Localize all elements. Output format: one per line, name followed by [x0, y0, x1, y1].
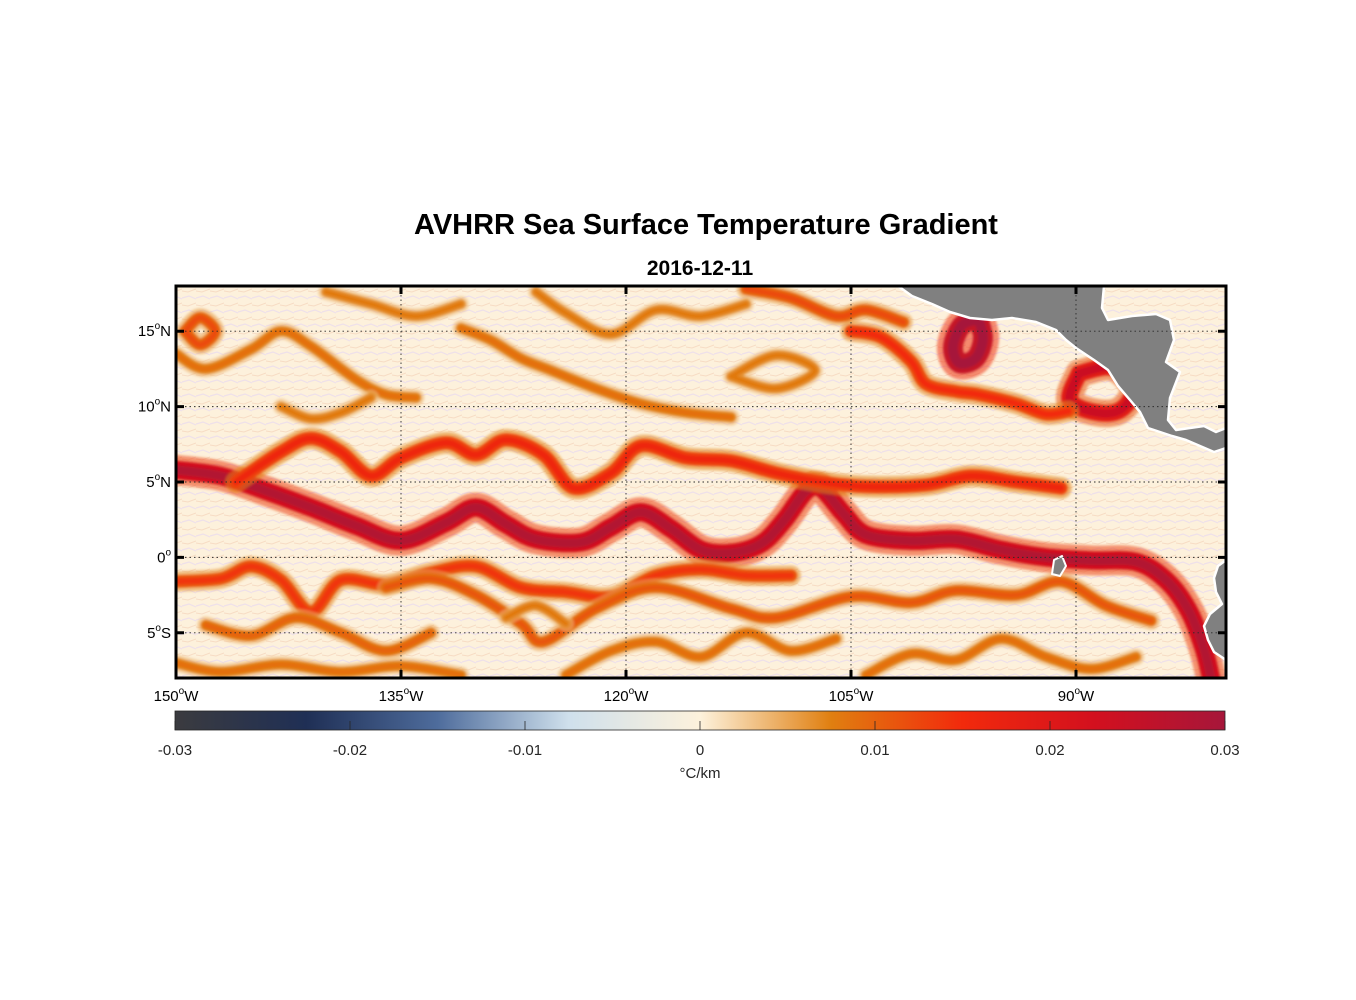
land-central-america [896, 286, 1226, 454]
lon-label-90W: 90oW [1058, 686, 1095, 705]
colorbar-tick-label: 0.01 [860, 742, 889, 759]
colorbar-tick-label: -0.01 [508, 742, 542, 759]
northern-front-e [323, 289, 464, 319]
northern-front-d [533, 289, 749, 337]
lat-label-10N: 10oN [138, 397, 171, 416]
eddy-ring [182, 314, 218, 348]
colorbar-unit-label: °C/km [680, 765, 721, 782]
southern-filament-d [863, 636, 1139, 678]
lat-label-0eq: 0o [157, 547, 171, 566]
colorbar-tick-label: 0.03 [1210, 742, 1239, 759]
colorbar-tick-label: -0.03 [158, 742, 192, 759]
coastal-jet [743, 286, 907, 326]
chart-subtitle: 2016-12-11 [647, 257, 754, 280]
land-galapagos [1051, 555, 1067, 577]
latitude-labels: 15oN 10oN 5oN 0o 5oS [138, 321, 172, 642]
chart-title: AVHRR Sea Surface Temperature Gradient [414, 209, 998, 241]
land-mask [896, 286, 1226, 662]
map-panel [176, 286, 1226, 678]
mid-ring [728, 352, 818, 392]
axis-ticks [174, 286, 1226, 678]
colorbar-tick-label: -0.02 [333, 742, 367, 759]
northern-front-b [458, 325, 734, 420]
southern-filament-b [176, 660, 464, 678]
gradient-fronts [176, 286, 1226, 678]
southern-filament-c [563, 630, 839, 678]
southern-filament-e [503, 603, 569, 627]
lon-label-120W: 120oW [604, 686, 650, 705]
colorbar-tick-label: 0.02 [1035, 742, 1064, 759]
lat-label-5N: 5oN [146, 472, 171, 491]
mexican-coastal-front [847, 327, 1072, 418]
southern-filament-a [203, 614, 434, 654]
south-equatorial-front [176, 562, 795, 615]
colorbar-ticks: -0.03 -0.02 -0.01 0 0.01 0.02 0.03 [158, 721, 1240, 759]
colorbar-tick-label: 0 [696, 742, 704, 759]
lat-label-5S: 5oS [147, 623, 171, 642]
northern-front-c [278, 395, 374, 422]
land-south-america [1202, 558, 1226, 662]
northern-front-a [176, 328, 419, 401]
north-equatorial-front [232, 434, 1065, 492]
lon-label-150W: 150oW [154, 686, 200, 705]
longitude-labels: 150oW 135oW 120oW 105oW 90oW [154, 686, 1095, 705]
lat-label-15N: 15oN [138, 321, 171, 340]
colorbar: -0.03 -0.02 -0.01 0 0.01 0.02 0.03 °C/km [158, 710, 1240, 782]
gulf-of-tehuantepec [947, 314, 989, 369]
equatorial-front [176, 465, 1216, 678]
lon-label-135W: 135oW [379, 686, 425, 705]
lon-label-105W: 105oW [829, 686, 875, 705]
